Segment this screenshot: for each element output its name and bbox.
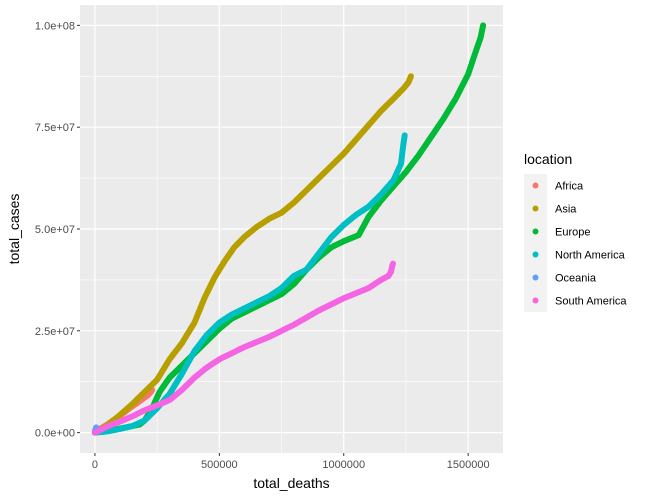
legend-label: Africa xyxy=(555,181,584,193)
legend-marker xyxy=(532,228,539,235)
y-axis-ticks: 0.0e+00 2.5e+07 5.0e+07 7.5e+07 1.0e+08 xyxy=(35,20,80,440)
legend-items: Africa Asia Europe North America Oceania Sout… xyxy=(524,174,627,312)
data-point xyxy=(480,22,487,29)
legend-label: Europe xyxy=(555,227,590,239)
x-axis-title: total_deaths xyxy=(253,475,329,491)
legend-item: South America xyxy=(524,289,627,312)
y-axis-title: total_cases xyxy=(6,194,22,265)
x-tick-label: 1000000 xyxy=(322,459,365,471)
legend-marker xyxy=(532,182,539,189)
legend-marker xyxy=(532,274,539,281)
legend-item: Africa xyxy=(524,174,584,197)
y-tick-label: 2.5e+07 xyxy=(35,326,75,338)
y-tick-label: 0.0e+00 xyxy=(35,428,75,440)
legend-label: North America xyxy=(555,250,626,262)
series-south-america xyxy=(91,260,397,436)
data-point xyxy=(407,73,414,80)
legend-title: location xyxy=(524,151,572,167)
data-point xyxy=(390,260,397,267)
y-tick-label: 7.5e+07 xyxy=(35,122,75,134)
legend-item: Europe xyxy=(524,220,590,243)
legend-item: Asia xyxy=(524,197,577,220)
x-tick-label: 0 xyxy=(92,459,98,471)
x-tick-label: 1500000 xyxy=(447,459,490,471)
legend-item: North America xyxy=(524,243,626,266)
y-tick-label: 5.0e+07 xyxy=(35,224,75,236)
legend-item: Oceania xyxy=(524,266,597,289)
legend: location Africa Asia Europe North America Oc… xyxy=(524,151,627,312)
x-tick-label: 500000 xyxy=(201,459,238,471)
legend-label: Oceania xyxy=(555,273,597,285)
legend-marker xyxy=(532,251,539,258)
data-point xyxy=(401,132,408,139)
y-tick-label: 1.0e+08 xyxy=(35,20,75,32)
legend-label: Asia xyxy=(555,204,577,216)
legend-marker xyxy=(532,297,539,304)
x-axis-ticks: 0 500000 1000000 1500000 xyxy=(92,453,490,471)
legend-marker xyxy=(532,205,539,212)
data-series xyxy=(91,22,487,436)
legend-label: South America xyxy=(555,296,627,308)
